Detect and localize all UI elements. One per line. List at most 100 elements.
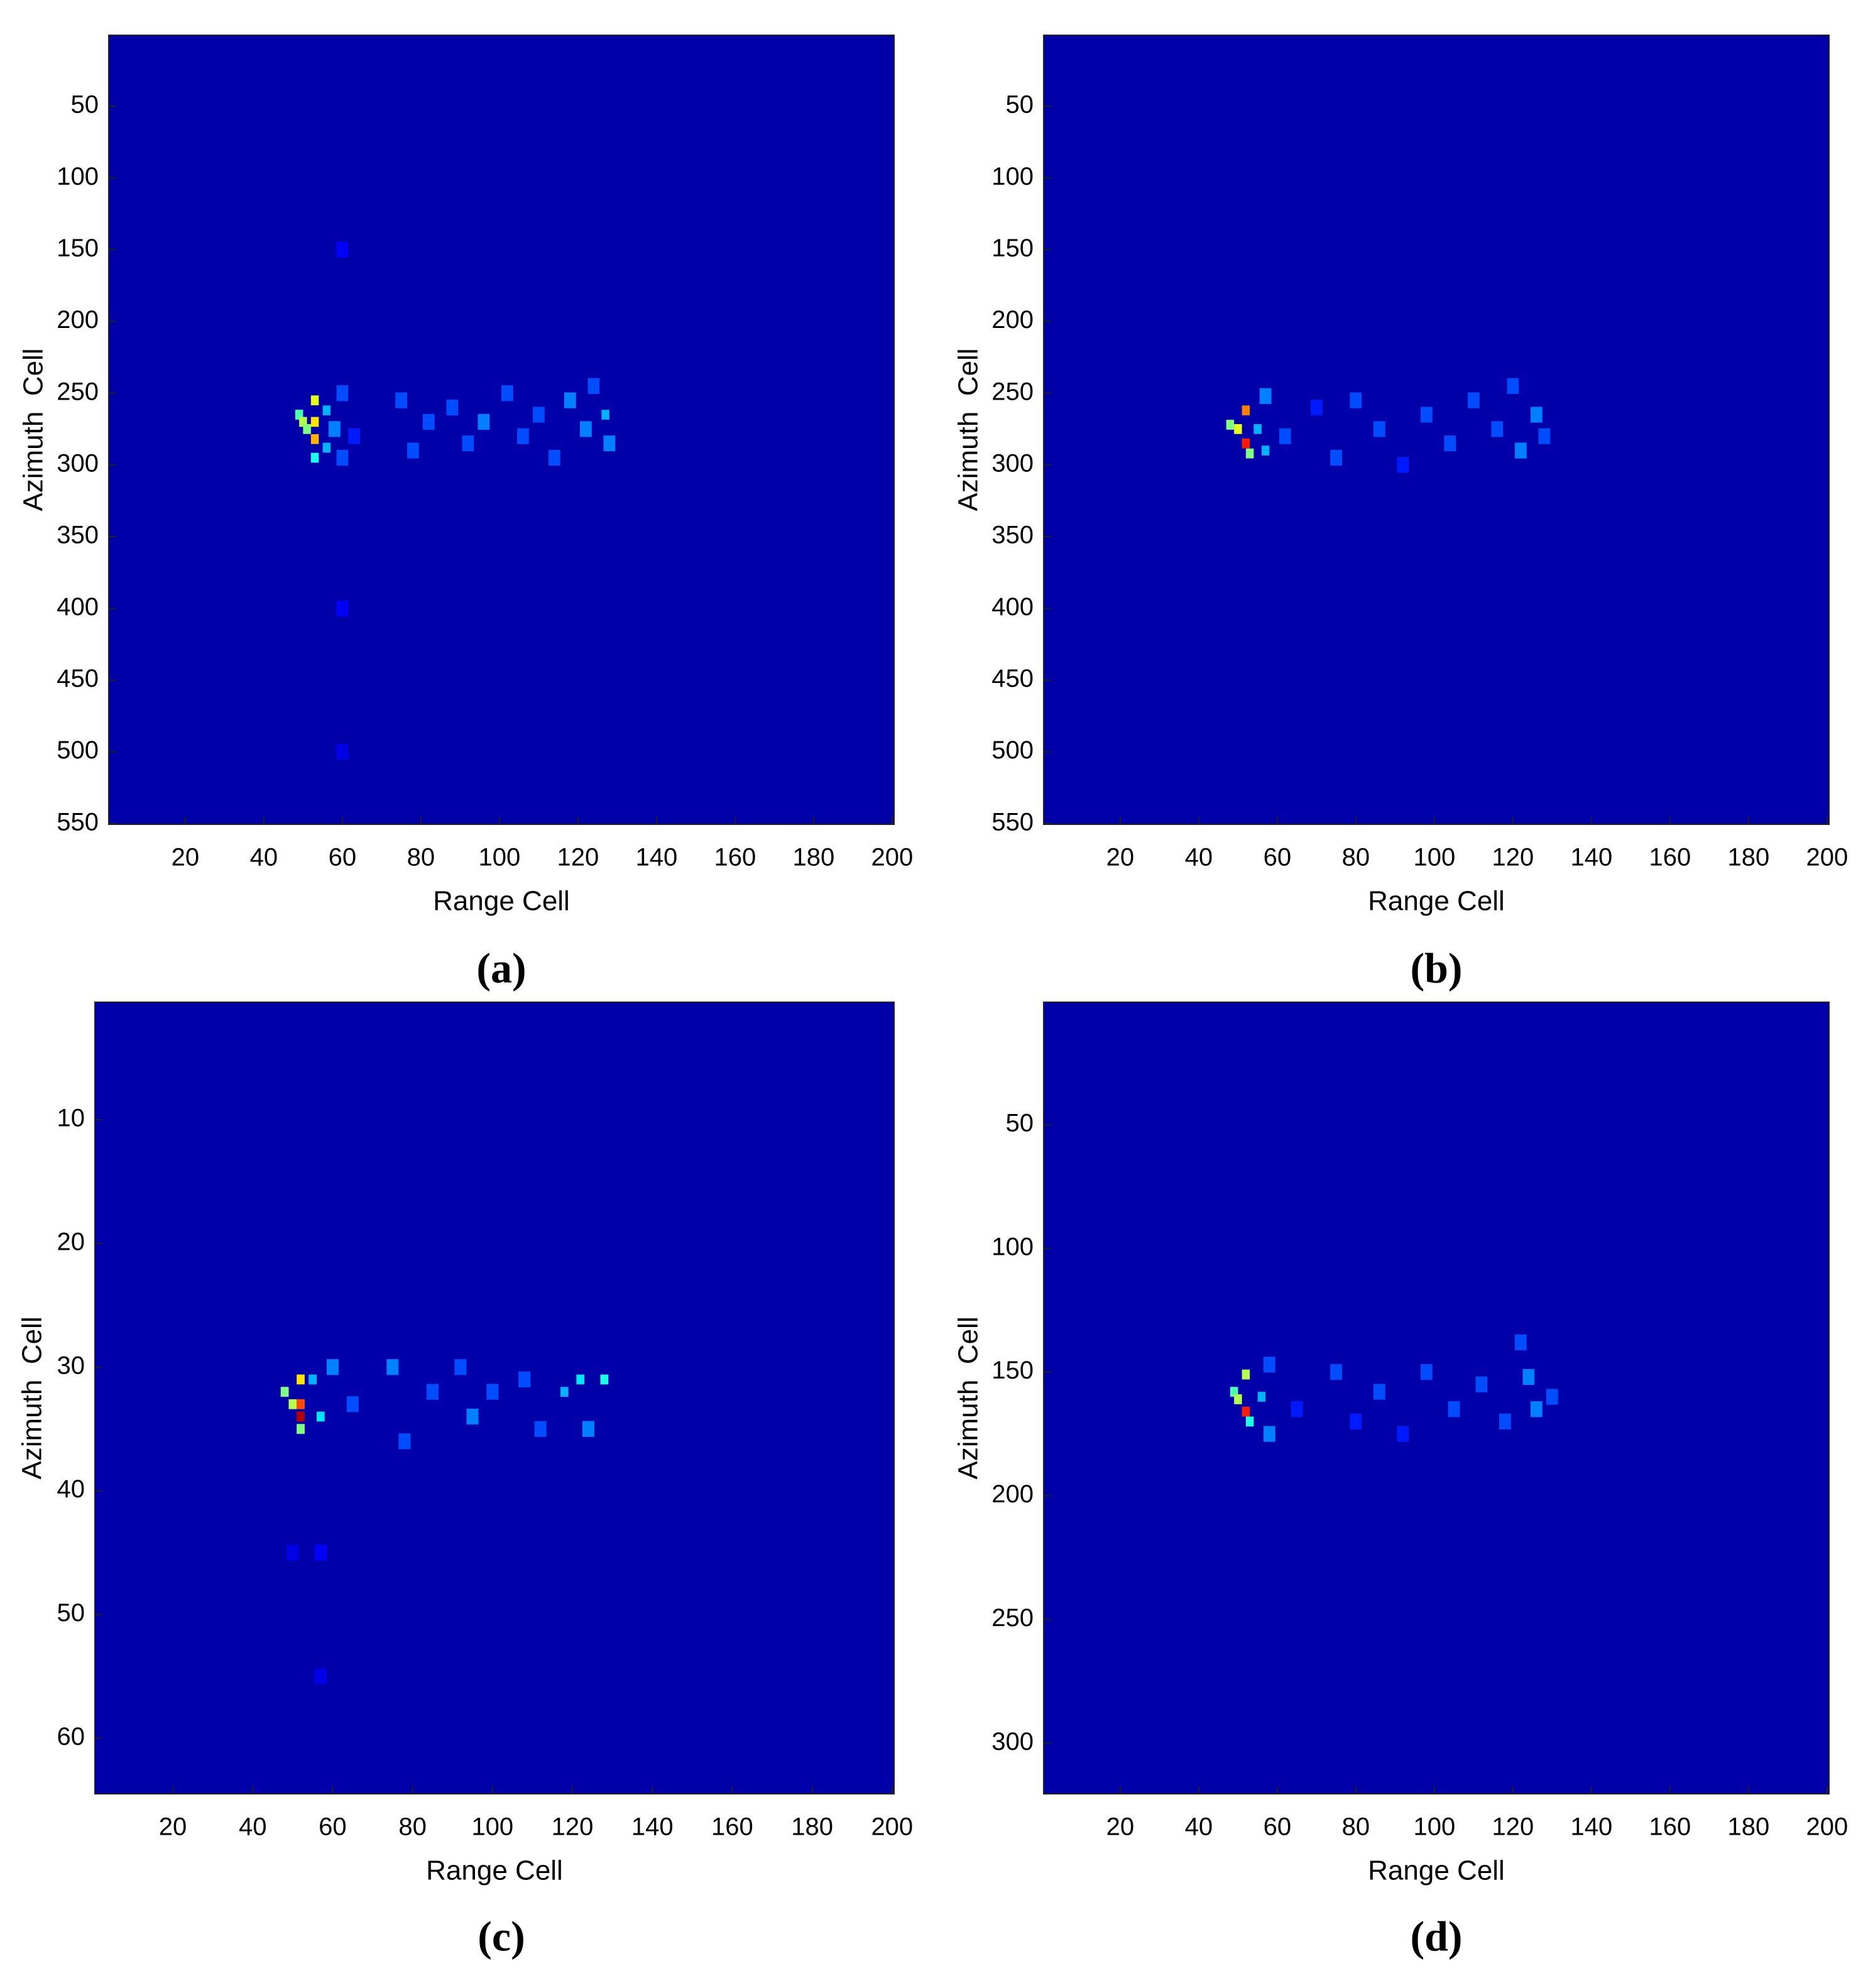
x-axis-label: Range Cell <box>433 886 570 917</box>
y-axis-label: Azimuth Cell <box>18 348 49 511</box>
plot-frame <box>108 35 895 825</box>
x-tick-label: 120 <box>1492 1813 1534 1841</box>
x-tick-label: 160 <box>714 844 756 871</box>
heat-cell <box>1259 388 1272 404</box>
y-tick-label: 100 <box>57 163 99 190</box>
heat-cell <box>1475 1376 1488 1392</box>
heat-cell <box>336 385 349 401</box>
heat-cell <box>1264 1357 1275 1373</box>
heat-cell <box>336 600 349 616</box>
y-tick-label: 350 <box>991 522 1034 549</box>
cells <box>280 1359 609 1685</box>
y-tick-label: 300 <box>991 1728 1034 1756</box>
heat-cell <box>1330 449 1342 466</box>
y-tick-label: 50 <box>1006 1109 1034 1137</box>
heat-cell <box>314 1668 327 1685</box>
heat-cell <box>587 378 600 394</box>
x-tick-label: 20 <box>172 844 200 871</box>
heat-cell <box>1245 1416 1254 1427</box>
heat-cell <box>1491 421 1504 437</box>
heat-cell <box>1507 378 1519 394</box>
x-tick-label: 200 <box>871 1813 913 1841</box>
y-tick-label: 200 <box>991 1480 1034 1508</box>
x-tick-label: 200 <box>871 844 914 871</box>
panel: 20 40 60 80 100 120 140 160 180 200 50 100 150 200 250… <box>953 1002 1848 1960</box>
heat-cell <box>326 1359 339 1375</box>
heat-cell <box>1330 1364 1342 1380</box>
heat-cell <box>1257 1392 1266 1402</box>
heat-cell <box>1261 445 1270 456</box>
heat-cell <box>1373 1384 1385 1400</box>
x-tick-label: 140 <box>1571 844 1613 871</box>
heat-cell <box>1311 400 1323 416</box>
heat-cell <box>1242 1369 1250 1380</box>
x-tick-label: 120 <box>552 1813 594 1841</box>
heat-cell <box>1538 428 1551 444</box>
x-tick-label: 20 <box>159 1813 187 1841</box>
heat-cell <box>1515 1334 1527 1351</box>
heat-cell <box>1397 457 1409 473</box>
heat-cell <box>517 428 529 444</box>
heat-cell <box>1350 1413 1362 1430</box>
heat-cell <box>336 744 349 760</box>
x-tick-label: 100 <box>471 1813 513 1841</box>
heat-cell <box>1242 438 1250 449</box>
heat-cell <box>1397 1426 1409 1442</box>
x-tick-label: 180 <box>1728 1813 1770 1841</box>
heat-cell <box>309 1374 317 1385</box>
heat-cell <box>348 428 360 444</box>
x-tick-label: 160 <box>1649 1813 1691 1841</box>
heat-cell <box>454 1359 467 1375</box>
heat-cell <box>280 1387 289 1397</box>
heat-cell <box>462 435 474 452</box>
y-tick-label: 350 <box>57 522 99 549</box>
heat-cell <box>501 385 513 401</box>
plot-frame <box>1043 1002 1830 1794</box>
panel-caption: (a) <box>476 944 526 992</box>
y-tick-label: 400 <box>57 593 99 621</box>
heat-cell <box>423 413 435 430</box>
panel-caption: (c) <box>478 1913 525 1960</box>
heat-cell <box>580 421 592 437</box>
plot-frame <box>1043 35 1830 825</box>
y-tick-label: 50 <box>71 91 99 119</box>
heat-cell <box>346 1396 359 1412</box>
heat-cell <box>478 413 490 430</box>
y-tick-label: 10 <box>57 1105 85 1132</box>
heat-cell <box>303 424 311 434</box>
heat-cell <box>426 1384 439 1400</box>
heat-cell <box>316 1411 325 1422</box>
heat-cell <box>466 1408 479 1425</box>
x-tick-label: 100 <box>1414 844 1456 871</box>
plot-background <box>109 35 894 824</box>
x-tick-label: 80 <box>398 1813 427 1841</box>
x-tick-label: 60 <box>329 844 357 871</box>
y-tick-label: 200 <box>991 306 1034 334</box>
x-tick-label: 80 <box>407 844 435 871</box>
heat-cell <box>310 452 319 463</box>
y-tick-label: 250 <box>991 378 1034 405</box>
heat-cell <box>1234 1394 1242 1404</box>
y-tick-label: 250 <box>991 1604 1034 1632</box>
heat-cell <box>1245 448 1254 459</box>
y-axis-label: Azimuth Cell <box>953 1316 984 1479</box>
heat-cell <box>533 407 545 423</box>
cells <box>1230 1334 1558 1442</box>
y-tick-label: 150 <box>991 1357 1034 1384</box>
heat-cell <box>1291 1401 1303 1417</box>
x-tick-label: 60 <box>1264 1813 1292 1841</box>
panel: 20 40 60 80 100 120 140 160 180 200 10 20 30 40 50 60 Ra… <box>17 1002 913 1960</box>
heat-cell <box>310 434 319 444</box>
x-tick-label: 140 <box>1571 1813 1613 1841</box>
x-tick-label: 100 <box>1414 1813 1456 1841</box>
heat-cell <box>297 1374 305 1385</box>
y-tick-label: 150 <box>57 234 99 262</box>
heat-cell <box>1242 405 1250 416</box>
cells <box>295 241 616 760</box>
y-tick-label: 20 <box>57 1228 85 1255</box>
heat-cell <box>560 1387 569 1397</box>
y-tick-label: 40 <box>57 1475 85 1503</box>
heat-cell <box>314 1544 327 1561</box>
heat-cell <box>564 392 576 408</box>
